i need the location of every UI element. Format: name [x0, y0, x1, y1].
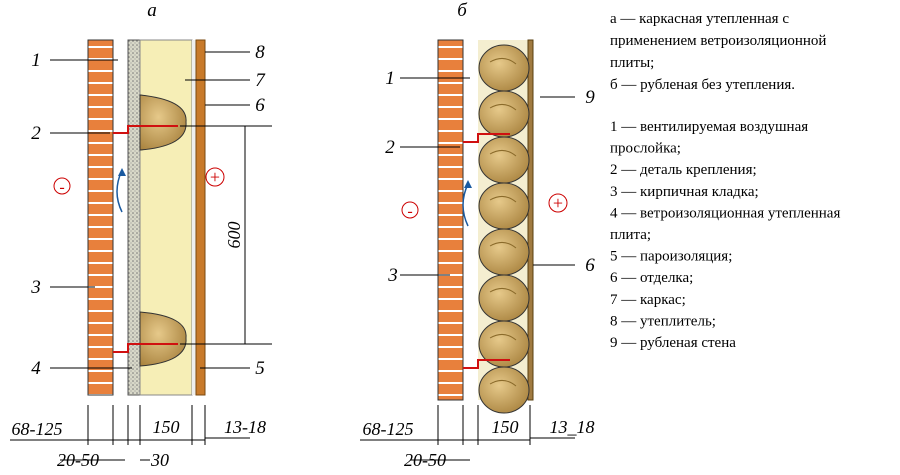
fastener — [463, 359, 510, 369]
dim-label: 13_18 — [550, 417, 595, 437]
callout: 7 — [255, 70, 266, 91]
wall-a — [10, 39, 272, 461]
callout: 5 — [255, 358, 265, 379]
callout: 3 — [30, 277, 41, 298]
legend-text: 3 — кирпичная кладка; — [610, 184, 759, 200]
fastener — [463, 133, 510, 143]
dim-label: 68-125 — [363, 419, 414, 439]
log — [478, 274, 530, 322]
legend-text: прослойка; — [610, 141, 681, 157]
legend-text: а — каркасная утепленная с — [610, 11, 789, 27]
callout: 1 — [385, 68, 395, 89]
wall-b — [360, 39, 575, 461]
log — [478, 136, 530, 184]
log-ring — [489, 288, 517, 295]
log — [478, 228, 530, 276]
log-ring — [489, 334, 517, 341]
legend-text: 8 — утеплитель; — [610, 313, 716, 329]
callout: 3 — [387, 265, 398, 286]
dim-label: 150 — [492, 417, 519, 437]
label: б — [457, 0, 468, 21]
dim-label: 150 — [153, 417, 180, 437]
callout: 6 — [255, 95, 265, 116]
legend-text: б — рубленая без утепления. — [610, 77, 795, 93]
log-ring — [489, 104, 517, 111]
legend-text: плиты; — [610, 55, 654, 71]
sign: + — [210, 167, 220, 187]
callout: 4 — [31, 358, 41, 379]
legend-text: 4 — ветроизоляционная утепленная — [610, 205, 840, 221]
log-ring — [489, 150, 517, 157]
callout: 8 — [255, 42, 265, 63]
legend-text: 5 — пароизоляция; — [610, 249, 732, 265]
dim-label: 20-50 — [404, 450, 446, 470]
callout: 2 — [31, 123, 41, 144]
log-ring — [489, 58, 517, 65]
callout: 6 — [585, 255, 595, 276]
log — [478, 44, 530, 92]
legend-text: 9 — рубленая стена — [610, 335, 736, 351]
legend-text: 6 — отделка; — [610, 270, 693, 286]
dimension: 600 — [224, 222, 244, 249]
log-ring — [489, 380, 517, 387]
callout: 9 — [585, 87, 595, 108]
sign: + — [553, 193, 563, 213]
legend-text: 2 — деталь крепления; — [610, 162, 757, 178]
dim-label: 13-18 — [224, 417, 266, 437]
dim-label: 68-125 — [12, 419, 63, 439]
sign: - — [59, 179, 64, 196]
log — [478, 90, 530, 138]
legend-text: 7 — каркас; — [610, 292, 686, 308]
log — [478, 182, 530, 230]
dim-label: 30 — [150, 450, 169, 470]
sign: - — [407, 203, 412, 220]
callout: 2 — [385, 137, 395, 158]
log — [478, 366, 530, 414]
legend-text: плита; — [610, 227, 651, 243]
legend: а — каркасная утепленная с применением ве… — [610, 11, 840, 351]
legend-text: 1 — вентилируемая воздушная — [610, 119, 808, 135]
log-ring — [489, 196, 517, 203]
label: а — [147, 0, 157, 21]
log-ring — [489, 242, 517, 249]
legend-text: применением ветроизоляционной — [610, 33, 826, 49]
dim-label: 20-50 — [57, 450, 99, 470]
callout: 1 — [31, 50, 41, 71]
